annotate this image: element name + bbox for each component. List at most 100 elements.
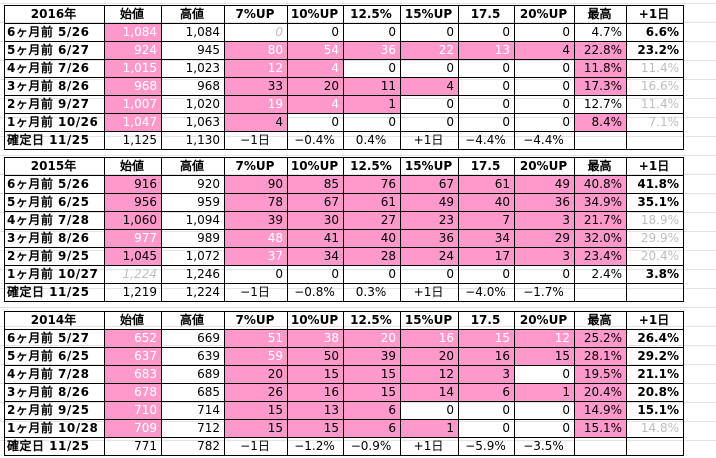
- column-header-cell[interactable]: 17.5: [458, 311, 515, 330]
- data-cell[interactable]: 0: [400, 95, 459, 114]
- data-cell[interactable]: 8.4%: [574, 113, 627, 132]
- data-cell[interactable]: 40: [458, 193, 515, 212]
- data-cell[interactable]: 968: [161, 77, 225, 96]
- row-label-cell[interactable]: 6ヶ月前 5/27: [4, 329, 105, 348]
- data-cell[interactable]: 32.0%: [574, 229, 627, 248]
- data-cell[interactable]: 61: [458, 175, 515, 194]
- data-cell[interactable]: 920: [161, 175, 225, 194]
- data-cell[interactable]: 40: [343, 229, 401, 248]
- data-cell[interactable]: 0: [343, 59, 401, 78]
- data-cell[interactable]: 27: [343, 211, 401, 230]
- data-cell[interactable]: 0: [514, 113, 575, 132]
- data-cell[interactable]: 4: [224, 113, 288, 132]
- data-cell[interactable]: 49: [514, 175, 575, 194]
- data-cell[interactable]: 0: [514, 401, 575, 420]
- column-header-cell[interactable]: +1日: [626, 5, 684, 24]
- data-cell[interactable]: 3.8%: [626, 265, 684, 284]
- data-cell[interactable]: 13: [458, 41, 515, 60]
- column-header-cell[interactable]: 15%UP: [400, 311, 459, 330]
- data-cell[interactable]: 669: [161, 329, 225, 348]
- data-cell[interactable]: 0: [343, 23, 401, 42]
- row-label-cell[interactable]: 4ヶ月前 7/28: [4, 365, 105, 384]
- data-cell[interactable]: 28: [343, 247, 401, 266]
- column-header-cell[interactable]: 17.5: [458, 5, 515, 24]
- column-header-cell[interactable]: 15%UP: [400, 157, 459, 176]
- row-label-cell[interactable]: 5ヶ月前 6/25: [4, 193, 105, 212]
- data-cell[interactable]: 6: [343, 419, 401, 438]
- column-header-cell[interactable]: 10%UP: [287, 157, 344, 176]
- data-cell[interactable]: 26.4%: [626, 329, 684, 348]
- data-cell[interactable]: 61: [343, 193, 401, 212]
- data-cell[interactable]: 0: [514, 419, 575, 438]
- data-cell[interactable]: 35.1%: [626, 193, 684, 212]
- data-cell[interactable]: 1,072: [161, 247, 225, 266]
- data-cell[interactable]: 30: [287, 211, 344, 230]
- data-cell[interactable]: 11.4%: [626, 95, 684, 114]
- year-header-cell[interactable]: 2015年: [4, 157, 105, 176]
- data-cell[interactable]: 17.3%: [574, 77, 627, 96]
- data-cell[interactable]: 714: [161, 401, 225, 420]
- data-cell[interactable]: 20.8%: [626, 383, 684, 402]
- row-label-cell[interactable]: 2ヶ月前 9/27: [4, 95, 105, 114]
- data-cell[interactable]: −4.4%: [514, 131, 575, 150]
- data-cell[interactable]: 67: [400, 175, 459, 194]
- data-cell[interactable]: 0: [400, 23, 459, 42]
- data-cell[interactable]: 51: [224, 329, 288, 348]
- data-cell[interactable]: 1,094: [161, 211, 225, 230]
- data-cell[interactable]: 924: [104, 41, 162, 60]
- data-cell[interactable]: 26: [224, 383, 288, 402]
- data-cell[interactable]: 80: [224, 41, 288, 60]
- data-cell[interactable]: 34: [458, 229, 515, 248]
- data-cell[interactable]: 20: [287, 77, 344, 96]
- row-label-cell[interactable]: 5ヶ月前 6/25: [4, 347, 105, 366]
- data-cell[interactable]: 6: [458, 383, 515, 402]
- data-cell[interactable]: 0: [400, 59, 459, 78]
- column-header-cell[interactable]: 20%UP: [514, 311, 575, 330]
- data-cell[interactable]: [626, 283, 684, 302]
- data-cell[interactable]: 782: [161, 437, 225, 456]
- column-header-cell[interactable]: +1日: [626, 311, 684, 330]
- data-cell[interactable]: +1日: [400, 283, 459, 302]
- data-cell[interactable]: 6: [343, 401, 401, 420]
- column-header-cell[interactable]: 最高: [574, 311, 627, 330]
- data-cell[interactable]: 0: [400, 401, 459, 420]
- data-cell[interactable]: 11.4%: [626, 59, 684, 78]
- data-cell[interactable]: 678: [104, 383, 162, 402]
- data-cell[interactable]: 36: [400, 229, 459, 248]
- data-cell[interactable]: 16: [458, 347, 515, 366]
- data-cell[interactable]: 20: [343, 329, 401, 348]
- data-cell[interactable]: 15: [287, 365, 344, 384]
- data-cell[interactable]: 22: [400, 41, 459, 60]
- data-cell[interactable]: 6.6%: [626, 23, 684, 42]
- data-cell[interactable]: 1,020: [161, 95, 225, 114]
- data-cell[interactable]: 29: [514, 229, 575, 248]
- column-header-cell[interactable]: 10%UP: [287, 5, 344, 24]
- data-cell[interactable]: 12: [400, 365, 459, 384]
- data-cell[interactable]: 1,023: [161, 59, 225, 78]
- data-cell[interactable]: 21.1%: [626, 365, 684, 384]
- data-cell[interactable]: 0: [458, 77, 515, 96]
- data-cell[interactable]: 15: [514, 347, 575, 366]
- data-cell[interactable]: +1日: [400, 131, 459, 150]
- data-cell[interactable]: 0: [287, 113, 344, 132]
- row-label-cell[interactable]: 1ヶ月前 10/26: [4, 113, 105, 132]
- data-cell[interactable]: 15.1%: [574, 419, 627, 438]
- data-cell[interactable]: 16: [287, 383, 344, 402]
- data-cell[interactable]: 29.9%: [626, 229, 684, 248]
- data-cell[interactable]: 1,060: [104, 211, 162, 230]
- column-header-cell[interactable]: 最高: [574, 157, 627, 176]
- row-label-cell[interactable]: 確定日 11/25: [4, 131, 105, 150]
- data-cell[interactable]: 3: [458, 365, 515, 384]
- data-cell[interactable]: 1,084: [104, 23, 162, 42]
- data-cell[interactable]: 0: [458, 265, 515, 284]
- data-cell[interactable]: 4: [400, 77, 459, 96]
- data-cell[interactable]: 968: [104, 77, 162, 96]
- data-cell[interactable]: 78: [224, 193, 288, 212]
- data-cell[interactable]: −1.2%: [287, 437, 344, 456]
- data-cell[interactable]: 2.4%: [574, 265, 627, 284]
- data-cell[interactable]: 34: [287, 247, 344, 266]
- row-label-cell[interactable]: 4ヶ月前 7/28: [4, 211, 105, 230]
- column-header-cell[interactable]: 始値: [104, 157, 162, 176]
- data-cell[interactable]: −4.0%: [458, 283, 515, 302]
- row-label-cell[interactable]: 確定日 11/25: [4, 437, 105, 456]
